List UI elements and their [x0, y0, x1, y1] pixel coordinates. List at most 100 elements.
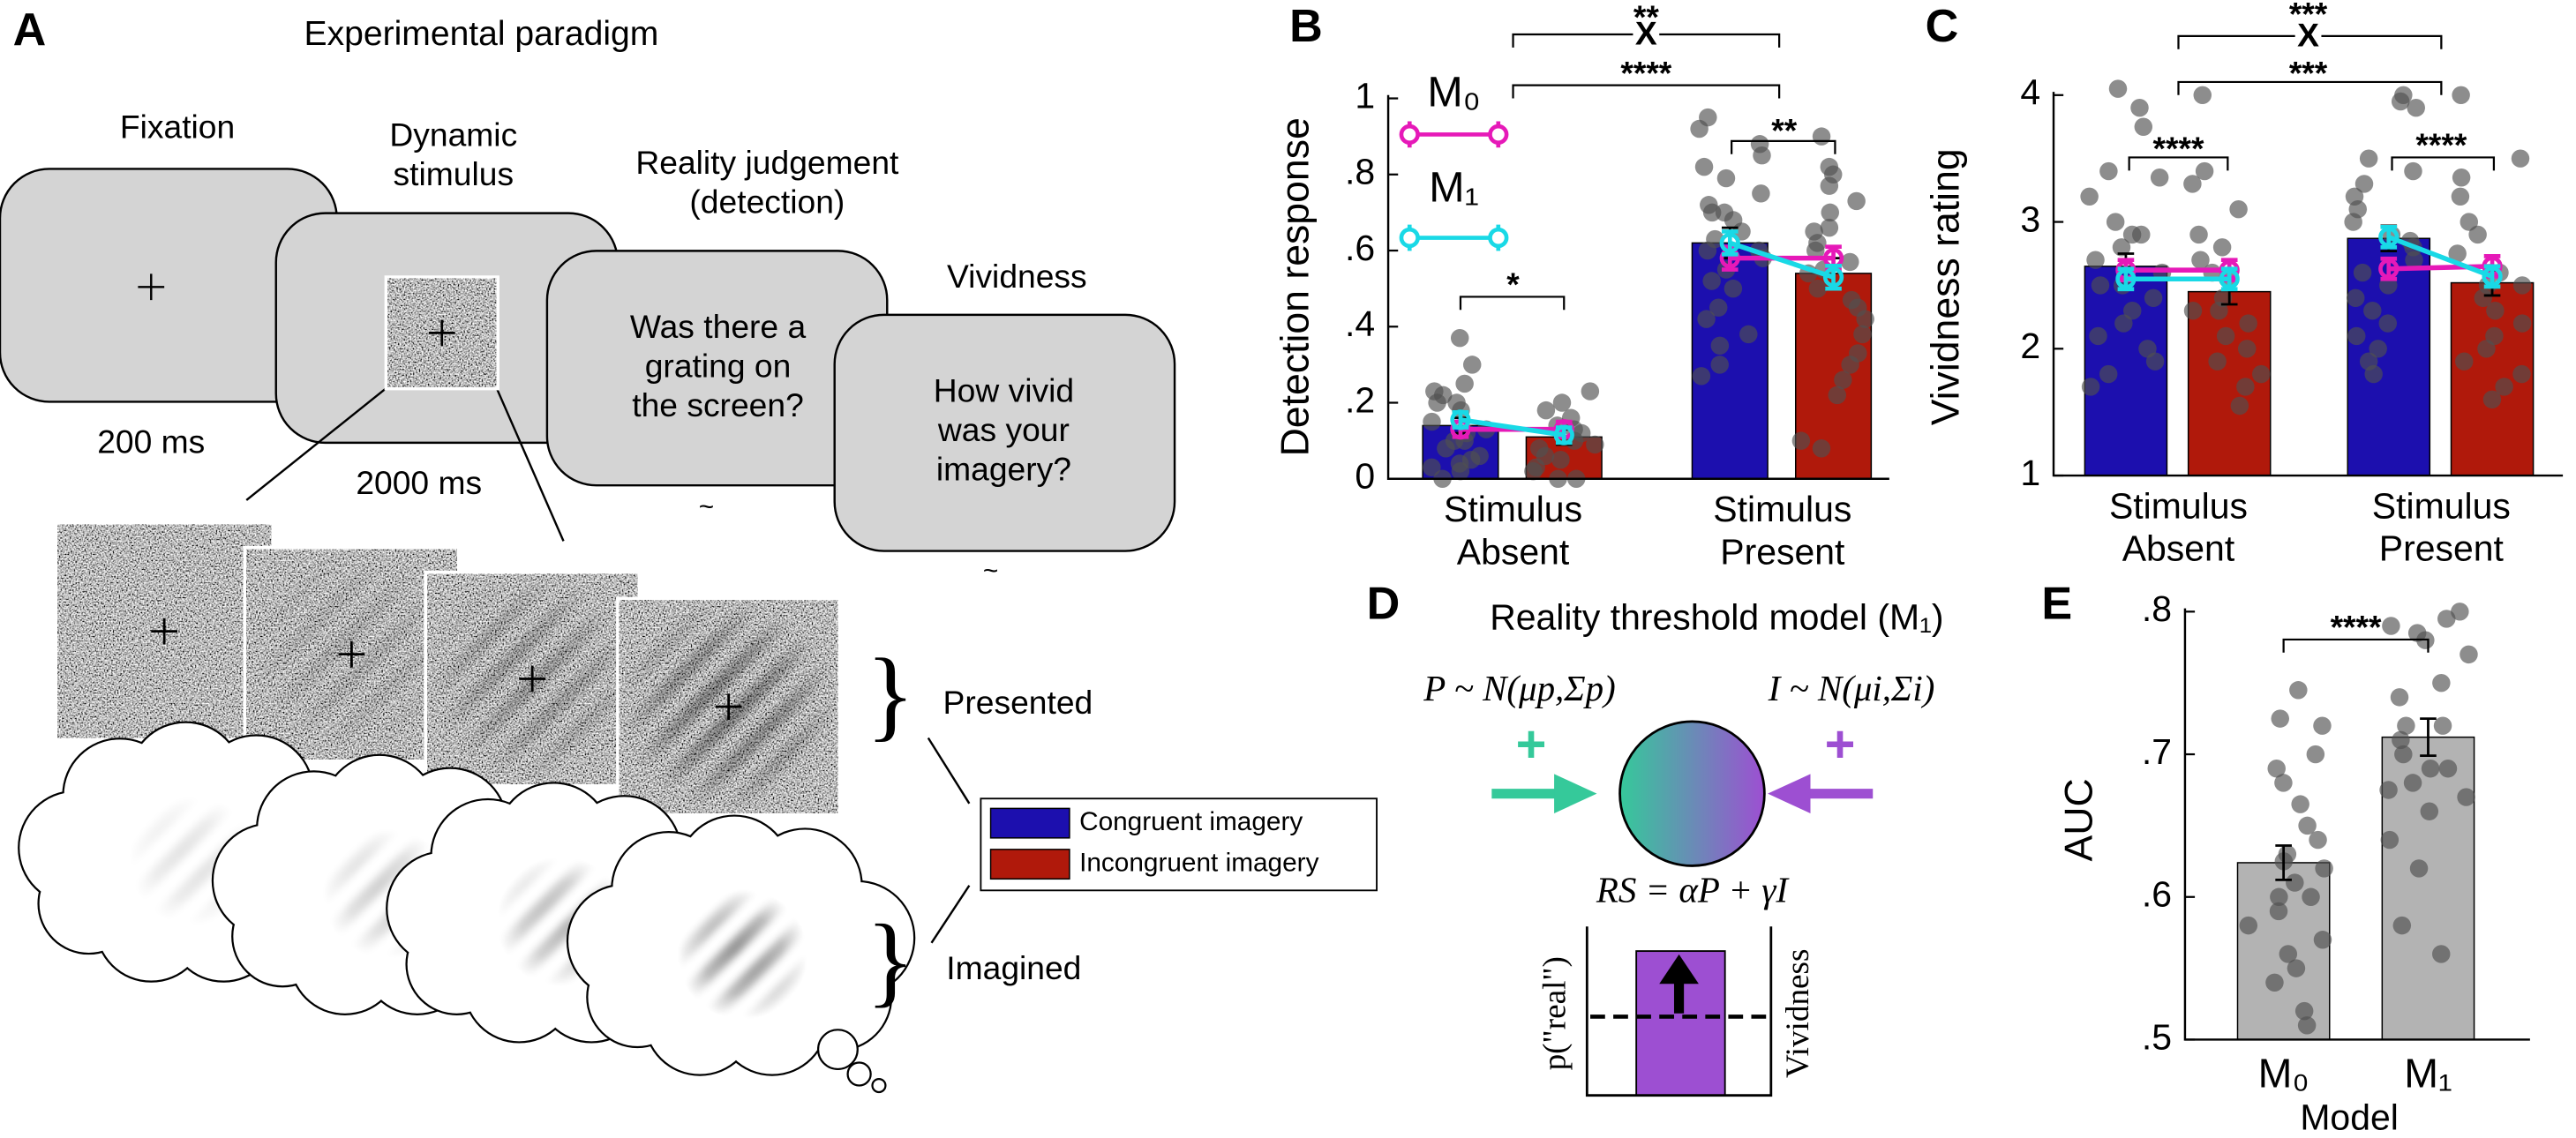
participant-dot [1552, 393, 1572, 412]
y-axis-label: AUC [2057, 778, 2100, 861]
x-tick-label: Stimulus Present [1713, 490, 1852, 573]
participant-dot [2315, 859, 2333, 878]
axis-label: Vividness [1780, 949, 1816, 1078]
participant-dot [2380, 830, 2400, 850]
participant-dot [2150, 168, 2169, 187]
screen-label: Reality judgement (detection) [635, 146, 899, 221]
y-axis-label: Vividness rating [1925, 148, 1968, 425]
x-tick-label-box: Stimulus Present [1713, 490, 1852, 573]
y-tick-label: 1 [1355, 75, 1375, 116]
screen-label-box: Dynamic stimulus [389, 117, 518, 194]
thought-bubble [846, 1061, 872, 1087]
participant-dot [2239, 314, 2257, 333]
significance-label: * [1506, 266, 1520, 303]
frame-cross [519, 665, 546, 693]
participant-dot [2091, 276, 2110, 295]
annotation-bg [2294, 21, 2322, 51]
question: How vivid was your imagery? [933, 373, 1075, 489]
formula: P ~ N(μp,Σp) [1423, 669, 1616, 708]
screen-label: Vividness [947, 258, 1087, 295]
error-bar [2275, 844, 2292, 881]
participant-dot [2432, 945, 2451, 963]
participant-dot [1692, 367, 1711, 386]
participant-dot [2482, 390, 2502, 409]
participant-dot [2451, 603, 2469, 621]
screen-label: Fixation [120, 109, 235, 146]
participant-dot [2455, 352, 2474, 371]
participant-dot [2420, 802, 2439, 820]
zoom-line [245, 386, 389, 501]
screen-label: Dynamic stimulus [389, 117, 518, 194]
error-bar [2420, 717, 2437, 758]
model-point [2219, 268, 2240, 289]
plus: + [1516, 714, 1547, 773]
participant-dot [2265, 973, 2284, 992]
participant-dot [2397, 716, 2415, 735]
participant-dot [1423, 412, 1441, 431]
x-tick-label-box: M₁ [2404, 1051, 2452, 1097]
participant-dot [2229, 199, 2248, 219]
participant-dot [1841, 252, 1859, 272]
participant-dot [2477, 340, 2496, 358]
model-point [1719, 232, 1740, 254]
participant-dot [2451, 187, 2470, 206]
participant-dot [2289, 681, 2308, 700]
x-tick-label-box: M₀ [2258, 1051, 2309, 1097]
participant-dot [1821, 203, 1839, 222]
y-tick-label: .6 [1345, 228, 1375, 268]
participant-dot [2089, 326, 2107, 346]
screen-label-box: Reality judgement (detection) [635, 146, 899, 221]
x-tick-label-box: Stimulus Absent [1444, 490, 1582, 573]
connector [930, 885, 971, 944]
participant-dot [2474, 288, 2493, 308]
participant-dot [2460, 213, 2479, 231]
axis-label: p("real") [1536, 956, 1573, 1070]
participant-dot [2080, 187, 2099, 206]
participant-dot [2460, 645, 2478, 664]
significance-bracket [1459, 296, 1566, 311]
participant-dot [2112, 238, 2131, 257]
significance-bracket [2177, 80, 2443, 95]
participant-dot [2294, 1001, 2314, 1021]
participant-dot [2269, 902, 2288, 921]
participant-dot [1702, 272, 1721, 290]
participant-dot [2448, 244, 2467, 263]
legend-label: M₁ [1429, 163, 1479, 211]
thought-bubble [871, 1077, 887, 1094]
participant-dot [1820, 218, 1839, 237]
noise-frames [54, 275, 842, 817]
participant-dot [2354, 175, 2374, 193]
participant-dot [2132, 225, 2151, 244]
participant-dot [2353, 263, 2372, 282]
participant-dot [2421, 759, 2440, 778]
brace: } [866, 903, 914, 1016]
significance-label: X [1635, 15, 1657, 52]
participant-dot [2344, 213, 2362, 231]
participant-dot [1698, 241, 1717, 260]
y-tick-label: .7 [2142, 731, 2172, 772]
participant-dot [2438, 759, 2458, 778]
participant-dot [2392, 730, 2410, 750]
participant-dot [2313, 931, 2332, 949]
x-tick-label: Stimulus Absent [2108, 487, 2248, 569]
participant-dot [2452, 168, 2471, 187]
participant-dot [1853, 325, 1872, 344]
model-line [2388, 264, 2493, 272]
participant-dot [1812, 127, 1831, 146]
significance-label: **** [2331, 609, 2382, 646]
group-label: Imagined [946, 949, 1081, 986]
participant-dot [1690, 119, 1709, 139]
participant-dot [2291, 795, 2309, 813]
legend-marker [1488, 227, 1509, 249]
y-tick-label: .5 [2142, 1016, 2172, 1057]
y-tick-label: 2 [2020, 326, 2040, 366]
participant-dot [2274, 774, 2293, 792]
participant-dot [2123, 301, 2142, 320]
model-point [1450, 409, 1471, 430]
significance-label: ** [1771, 111, 1797, 148]
participant-dot [1828, 386, 1846, 405]
participant-dot [2512, 364, 2531, 384]
legend-marker [1399, 124, 1420, 146]
significance-bracket [1512, 84, 1781, 99]
participant-dot [2145, 352, 2165, 371]
